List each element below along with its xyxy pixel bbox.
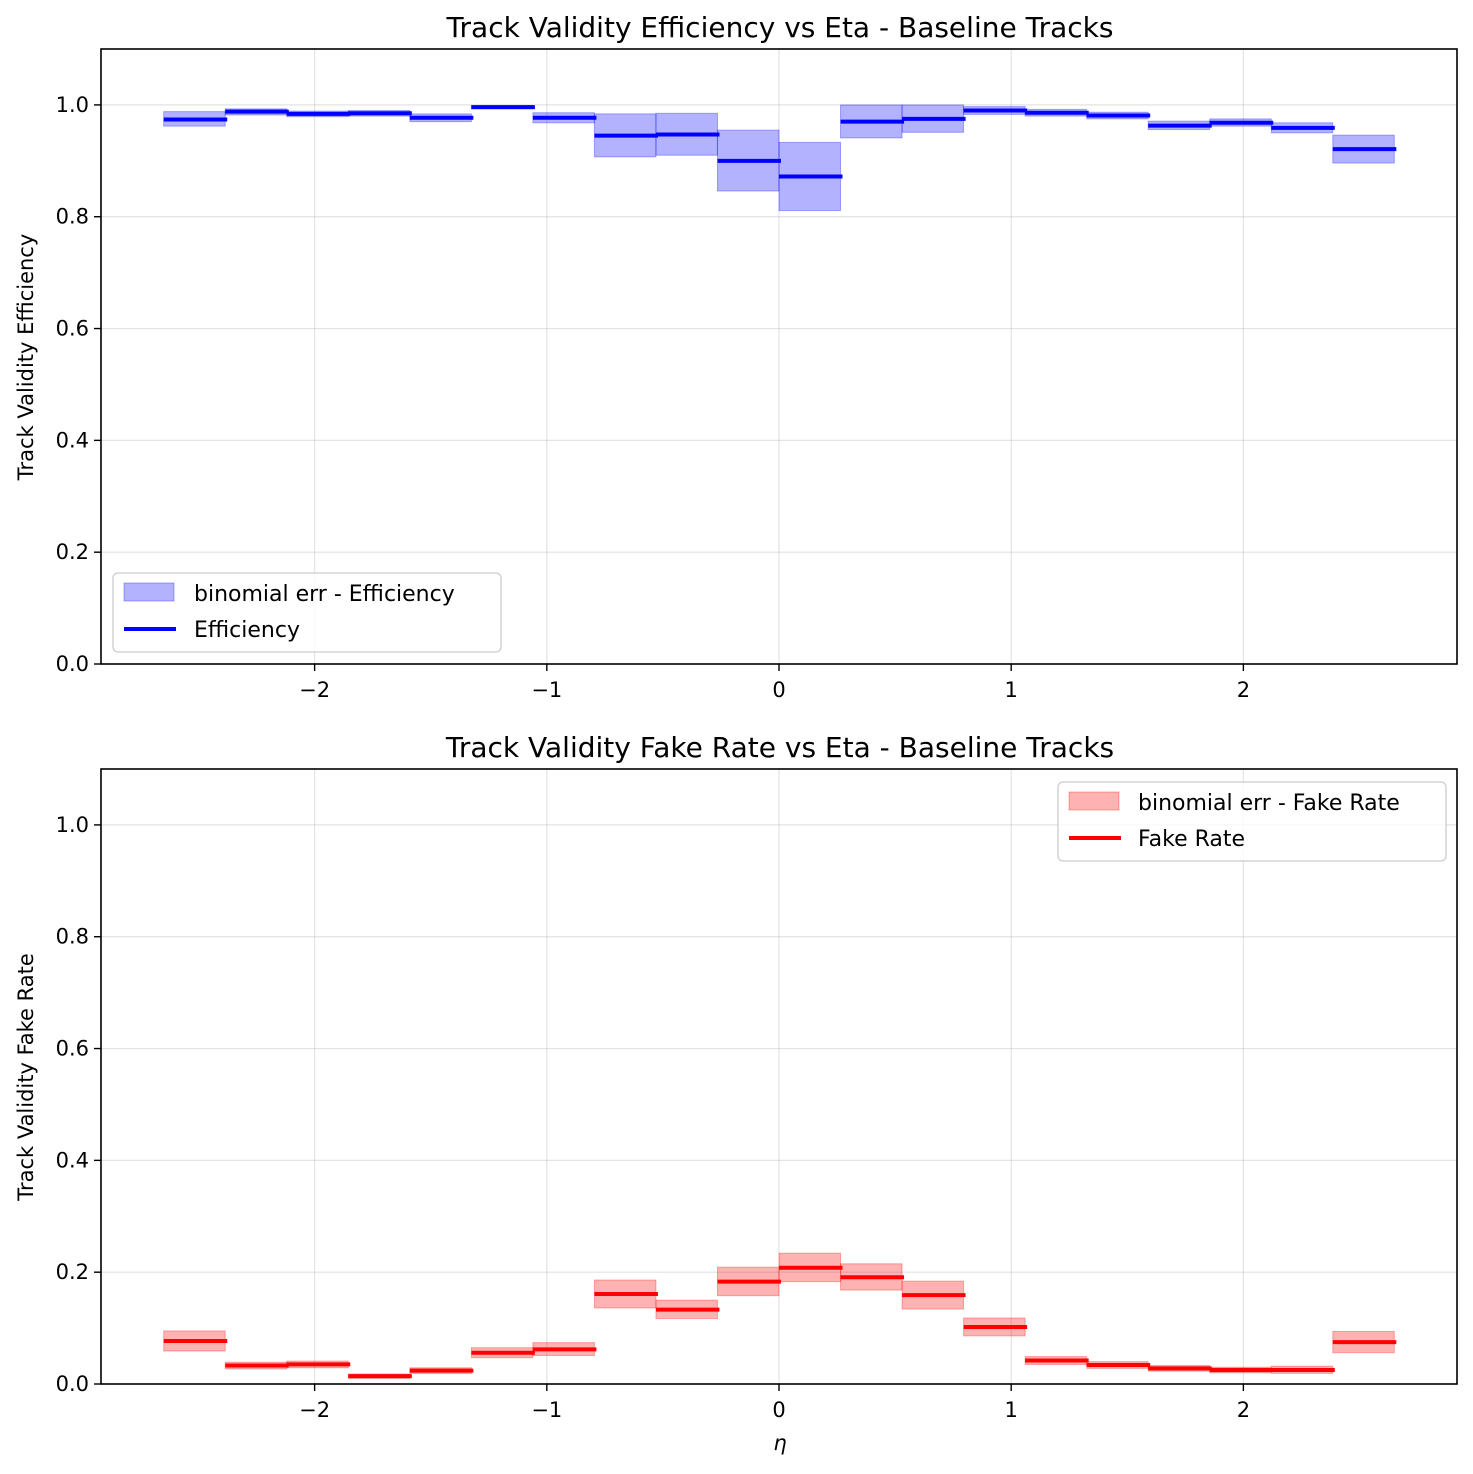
efficiency-x-tick-label: −2	[299, 678, 330, 702]
fake-rate-panel: Track Validity Fake Rate vs Eta - Baseli…	[14, 731, 1458, 1455]
efficiency-legend: binomial err - Efficiency Efficiency	[112, 572, 502, 653]
fake-rate-x-tick-label: −2	[299, 1398, 330, 1422]
efficiency-y-tick-label: 0.2	[56, 540, 89, 564]
efficiency-y-tick-label: 0.4	[56, 428, 89, 452]
fake-rate-x-ticks: −2 −1 0 1 2	[299, 1384, 1250, 1422]
efficiency-legend-band-swatch	[123, 582, 175, 602]
efficiency-legend-line-label: Efficiency	[194, 618, 300, 643]
efficiency-y-tick-label: 0.6	[56, 317, 89, 341]
fake-rate-legend-band-swatch	[1068, 791, 1120, 811]
fake-rate-y-tick-label: 0.4	[56, 1148, 89, 1172]
efficiency-panel: Track Validity Efficiency vs Eta - Basel…	[14, 11, 1458, 702]
fake-rate-chart-title: Track Validity Fake Rate vs Eta - Baseli…	[445, 731, 1114, 764]
efficiency-y-tick-label: 1.0	[56, 93, 89, 117]
fake-rate-legend-box	[1057, 781, 1447, 862]
efficiency-steps	[163, 105, 1397, 179]
efficiency-chart-title: Track Validity Efficiency vs Eta - Basel…	[446, 11, 1114, 44]
efficiency-y-ticks: 0.0 0.2 0.4 0.6 0.8 1.0	[56, 93, 101, 676]
fake-rate-y-tick-label: 0.6	[56, 1037, 89, 1061]
efficiency-y-tick-label: 0.8	[56, 205, 89, 229]
fake-rate-y-tick-label: 0.2	[56, 1260, 89, 1284]
efficiency-x-tick-label: 2	[1237, 678, 1250, 702]
efficiency-x-tick-label: 1	[1005, 678, 1018, 702]
fake-rate-steps	[163, 1265, 1397, 1379]
fake-rate-x-tick-label: −1	[531, 1398, 562, 1422]
fake-rate-legend-line-label: Fake Rate	[1138, 827, 1245, 852]
fake-rate-x-tick-label: 1	[1005, 1398, 1018, 1422]
fake-rate-x-tick-label: 0	[772, 1398, 785, 1422]
efficiency-y-tick-label: 0.0	[56, 652, 89, 676]
efficiency-x-tick-label: 0	[772, 678, 785, 702]
fake-rate-y-tick-label: 1.0	[56, 813, 89, 837]
fake-rate-legend: binomial err - Fake Rate Fake Rate	[1057, 781, 1447, 862]
fake-rate-y-axis-label: Track Validity Fake Rate	[14, 953, 38, 1202]
efficiency-y-axis-label: Track Validity Efficiency	[14, 234, 38, 482]
fake-rate-y-ticks: 0.0 0.2 0.4 0.6 0.8 1.0	[56, 813, 101, 1396]
efficiency-legend-box	[112, 572, 502, 653]
fake-rate-x-tick-label: 2	[1237, 1398, 1250, 1422]
fake-rate-x-axis-label: η	[773, 1431, 786, 1455]
fake-rate-legend-band-label: binomial err - Fake Rate	[1138, 791, 1400, 816]
efficiency-legend-band-label: binomial err - Efficiency	[194, 582, 455, 607]
efficiency-x-ticks: −2 −1 0 1 2	[299, 664, 1250, 702]
fake-rate-y-tick-label: 0.8	[56, 925, 89, 949]
fake-rate-y-tick-label: 0.0	[56, 1372, 89, 1396]
efficiency-x-tick-label: −1	[531, 678, 562, 702]
